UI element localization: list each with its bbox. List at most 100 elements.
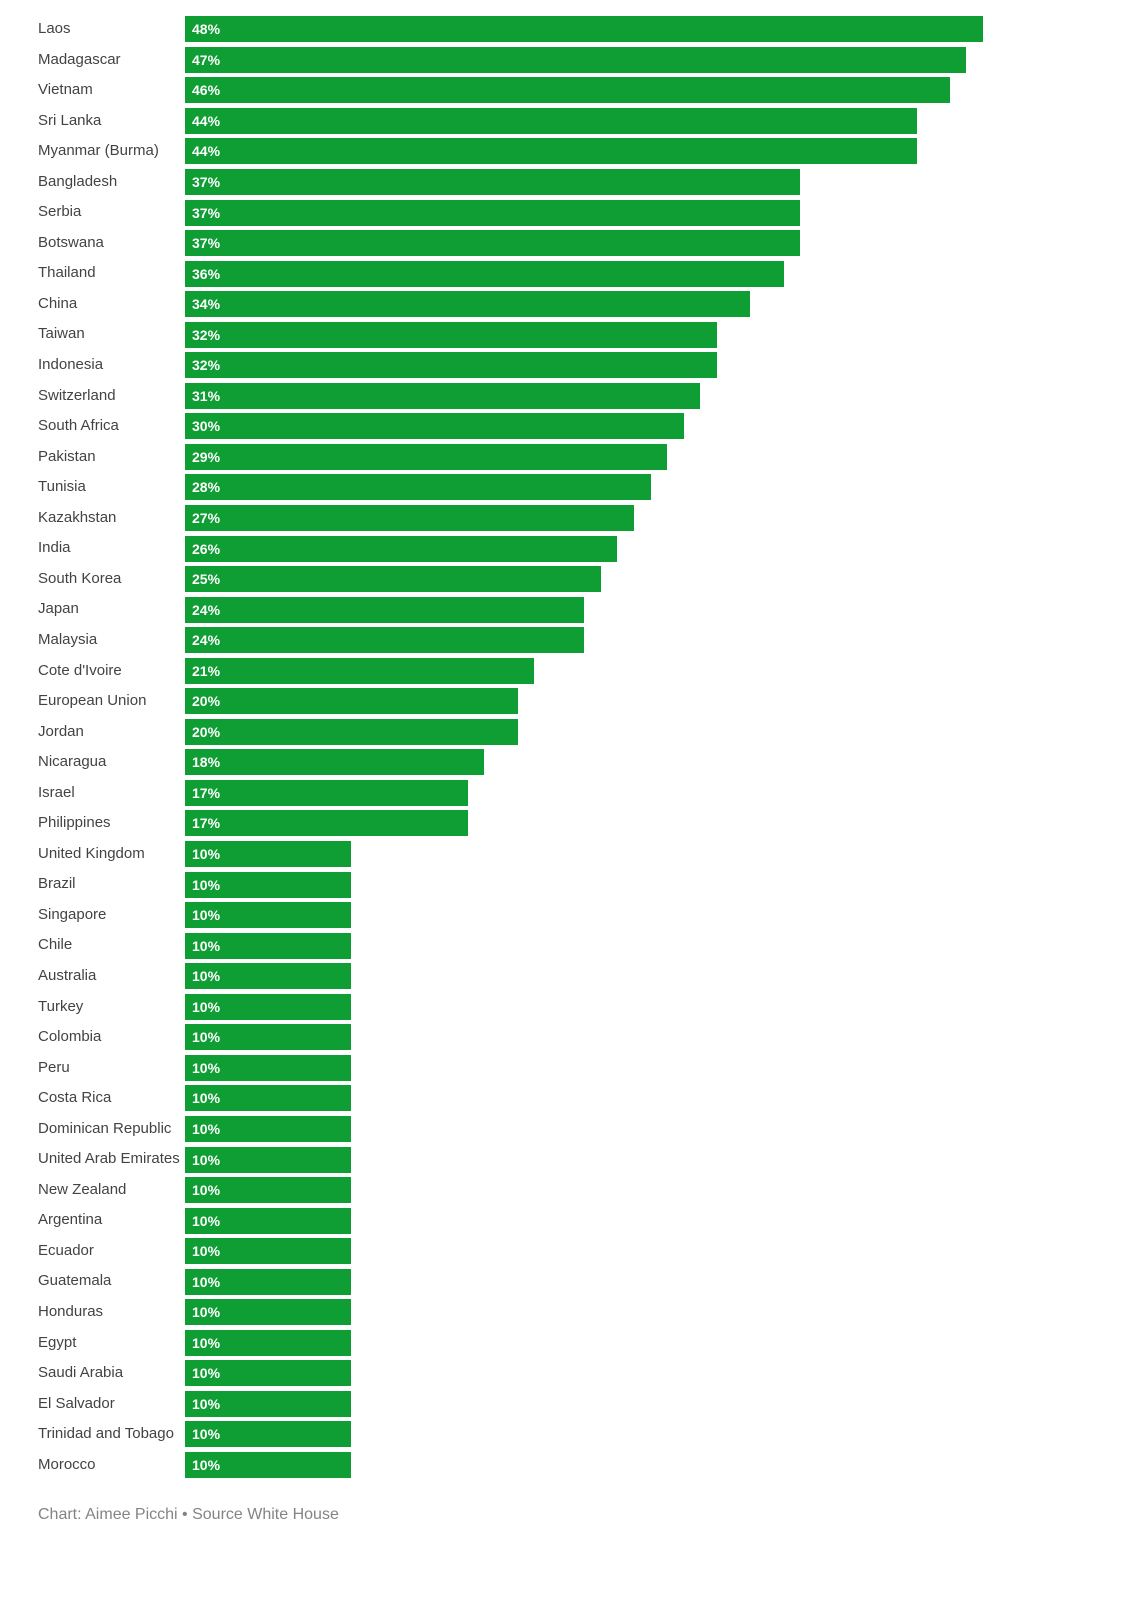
bar-row: Botswana 37% (38, 228, 1134, 259)
country-label: Madagascar (38, 51, 121, 68)
country-label: Sri Lanka (38, 112, 102, 129)
country-label: European Union (38, 693, 147, 710)
bar-track: 10% (185, 1390, 983, 1417)
bar-value-label: 10% (192, 1059, 221, 1076)
country-label: Peru (38, 1059, 70, 1076)
bar-row: European Union 20% (38, 686, 1134, 717)
country-label: Saudi Arabia (38, 1365, 124, 1382)
chart-credit: Chart: Aimee Picchi • Source White House (38, 1506, 339, 1524)
country-label: South Africa (38, 418, 119, 435)
bar-value-label: 29% (192, 448, 221, 465)
country-label: Turkey (38, 998, 84, 1015)
bar: 21% (185, 657, 535, 684)
country-label: Dominican Republic (38, 1120, 172, 1137)
country-label: Tunisia (38, 479, 86, 496)
bar-track: 10% (185, 932, 983, 959)
bar-row: South Korea 25% (38, 564, 1134, 595)
bar-value-label: 18% (192, 754, 221, 771)
bar: 20% (185, 688, 518, 715)
bar-track: 36% (185, 260, 983, 287)
bar-row: Bangladesh 37% (38, 167, 1134, 198)
bar: 10% (185, 1054, 352, 1081)
bar-track: 27% (185, 505, 983, 532)
bar-value-label: 27% (192, 510, 221, 527)
bar-row: Israel 17% (38, 778, 1134, 809)
bar-track: 10% (185, 1054, 983, 1081)
bar-track: 10% (185, 841, 983, 868)
country-label: Cote d'Ivoire (38, 662, 122, 679)
country-label: Singapore (38, 906, 107, 923)
bar-track: 21% (185, 657, 983, 684)
bar-row: Chile 10% (38, 930, 1134, 961)
country-label: Vietnam (38, 82, 93, 99)
bar-row: Peru 10% (38, 1053, 1134, 1084)
bar-value-label: 32% (192, 357, 221, 374)
bar: 10% (185, 963, 352, 990)
bar-row: Singapore 10% (38, 900, 1134, 931)
country-label: India (38, 540, 71, 557)
country-label: Colombia (38, 1029, 102, 1046)
country-label: Egypt (38, 1334, 77, 1351)
bar-row: Dominican Republic 10% (38, 1114, 1134, 1145)
bar: 10% (185, 1329, 352, 1356)
bar-track: 10% (185, 871, 983, 898)
bar: 10% (185, 1085, 352, 1112)
bar: 10% (185, 1421, 352, 1448)
country-label: Nicaragua (38, 754, 107, 771)
bar-track: 17% (185, 810, 983, 837)
bar: 27% (185, 505, 634, 532)
bar-row: Morocco 10% (38, 1450, 1134, 1481)
bar-row: South Africa 30% (38, 411, 1134, 442)
bar: 31% (185, 382, 701, 409)
bar-row: Costa Rica 10% (38, 1083, 1134, 1114)
bar: 10% (185, 1115, 352, 1142)
bar-track: 30% (185, 413, 983, 440)
country-label: Malaysia (38, 631, 98, 648)
country-label: Australia (38, 967, 97, 984)
bar: 10% (185, 1207, 352, 1234)
country-label: El Salvador (38, 1395, 115, 1412)
bar: 37% (185, 199, 801, 226)
bar-row: Taiwan 32% (38, 319, 1134, 350)
bar-row: Malaysia 24% (38, 625, 1134, 656)
country-label: South Korea (38, 570, 122, 587)
country-label: Morocco (38, 1456, 96, 1473)
bar-track: 17% (185, 779, 983, 806)
bar-row: Thailand 36% (38, 258, 1134, 289)
country-label: Pakistan (38, 448, 96, 465)
country-label: Thailand (38, 265, 96, 282)
bar: 44% (185, 107, 917, 134)
bar-value-label: 20% (192, 723, 221, 740)
bar-row: Myanmar (Burma) 44% (38, 136, 1134, 167)
bar-value-label: 25% (192, 571, 221, 588)
bar-track: 10% (185, 1085, 983, 1112)
bar-row: Pakistan 29% (38, 442, 1134, 473)
bar-row: Egypt 10% (38, 1328, 1134, 1359)
bar-value-label: 10% (192, 1395, 221, 1412)
country-label: Ecuador (38, 1242, 94, 1259)
bar-value-label: 10% (192, 998, 221, 1015)
bar-value-label: 10% (192, 1182, 221, 1199)
bar: 24% (185, 596, 584, 623)
country-label: Trinidad and Tobago (38, 1426, 174, 1443)
bar-value-label: 10% (192, 907, 221, 924)
bar-track: 10% (185, 1268, 983, 1295)
bar-track: 24% (185, 596, 983, 623)
bar-track: 10% (185, 902, 983, 929)
bar-track: 10% (185, 993, 983, 1020)
bar-row: Cote d'Ivoire 21% (38, 655, 1134, 686)
bar: 28% (185, 474, 651, 501)
bar-value-label: 24% (192, 601, 221, 618)
bar: 20% (185, 718, 518, 745)
bar-row: El Salvador 10% (38, 1389, 1134, 1420)
bar-row: United Arab Emirates 10% (38, 1144, 1134, 1175)
bar-track: 10% (185, 1451, 983, 1478)
bar-row: Serbia 37% (38, 197, 1134, 228)
country-label: Kazakhstan (38, 509, 117, 526)
bar-track: 25% (185, 566, 983, 593)
country-label: United Kingdom (38, 845, 145, 862)
bar-track: 18% (185, 749, 983, 776)
bar: 48% (185, 16, 983, 43)
bar-value-label: 24% (192, 632, 221, 649)
bar: 26% (185, 535, 618, 562)
